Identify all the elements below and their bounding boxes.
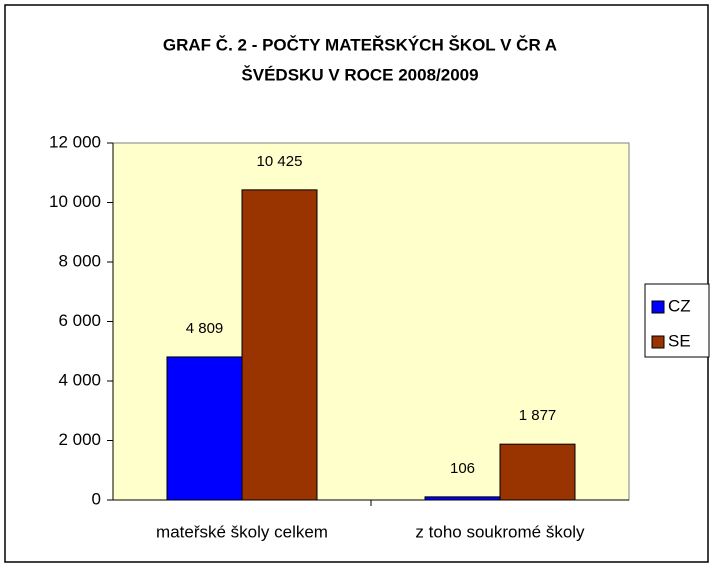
data-label: 106	[450, 460, 475, 477]
data-label: 10 425	[257, 153, 303, 170]
y-tick-label: 10 000	[49, 192, 101, 211]
y-tick-label: 6 000	[58, 311, 101, 330]
y-tick-label: 12 000	[49, 132, 101, 151]
y-tick-label: 4 000	[58, 370, 101, 389]
y-tick-label: 0	[92, 489, 101, 508]
legend-swatch	[651, 335, 665, 349]
y-tick-label: 2 000	[58, 430, 101, 449]
chart-title: ŠVÉDSKU V ROCE 2008/2009	[241, 65, 478, 84]
legend-label: CZ	[668, 296, 691, 315]
x-tick-label: z toho soukromé školy	[415, 522, 585, 541]
legend-swatch	[651, 300, 665, 314]
bar	[424, 496, 501, 501]
chart-title: GRAF Č. 2 - POČTY MATEŘSKÝCH ŠKOL V ČR A	[163, 35, 557, 54]
bar	[499, 443, 576, 501]
y-tick-label: 8 000	[58, 251, 101, 270]
legend-label: SE	[668, 331, 691, 350]
data-label: 1 877	[519, 407, 557, 424]
x-tick-label: mateřské školy celkem	[156, 522, 328, 541]
bar	[241, 189, 318, 501]
bar	[166, 356, 243, 501]
data-label: 4 809	[186, 320, 224, 337]
